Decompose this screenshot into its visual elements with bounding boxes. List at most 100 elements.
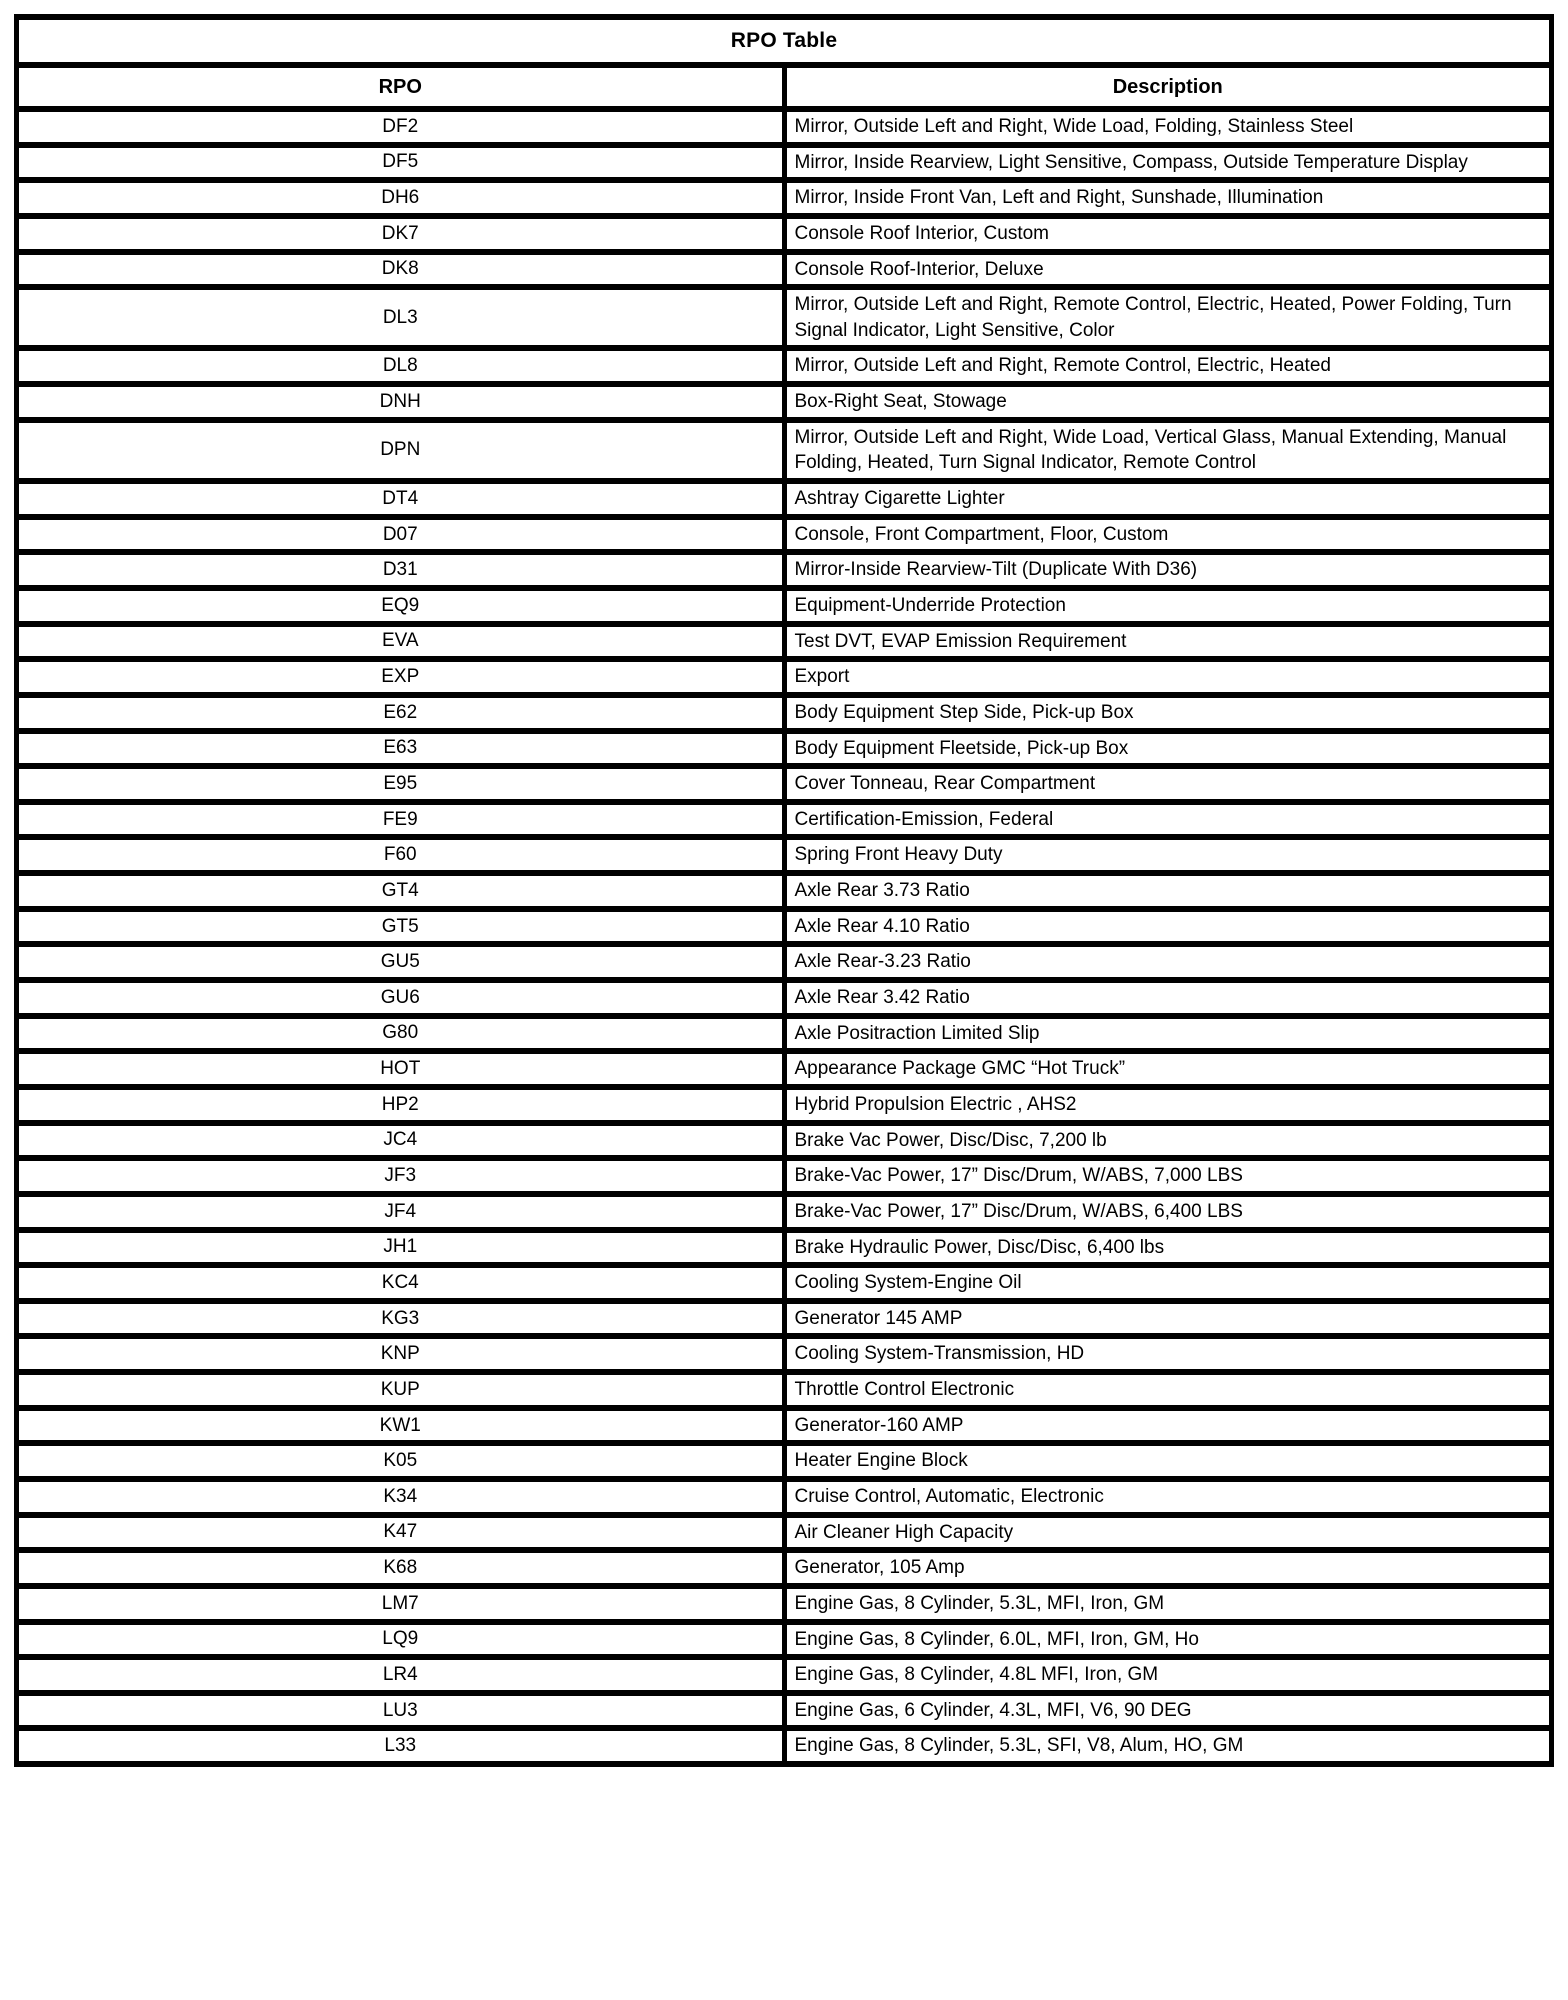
table-row: DK8 Console Roof-Interior, Deluxe [14, 248, 1554, 291]
rpo-code: LM7 [14, 1582, 787, 1625]
rpo-description: Brake-Vac Power, 17” Disc/Drum, W/ABS, 6… [781, 1190, 1554, 1233]
rpo-description: Cooling System-Engine Oil [781, 1262, 1554, 1304]
rpo-code: DK8 [14, 248, 787, 291]
table-header-row: RPO Description [14, 62, 1554, 112]
rpo-description: Engine Gas, 8 Cylinder, 5.3L, SFI, V8, A… [781, 1725, 1554, 1768]
rpo-description: Brake Hydraulic Power, Disc/Disc, 6,400 … [781, 1226, 1554, 1269]
rpo-code: DF5 [14, 141, 787, 184]
table-row: DL8 Mirror, Outside Left and Right, Remo… [14, 345, 1554, 388]
rpo-code: DL3 [14, 284, 787, 352]
rpo-code: JC4 [14, 1119, 787, 1162]
rpo-code: JH1 [14, 1226, 787, 1269]
rpo-description: Body Equipment Fleetside, Pick-up Box [781, 727, 1554, 770]
rpo-code: F60 [14, 834, 787, 877]
table-row: FE9 Certification-Emission, Federal [14, 798, 1554, 841]
rpo-code: EQ9 [14, 584, 787, 627]
table-row: KG3 Generator 145 AMP [14, 1297, 1554, 1340]
table-title-row: RPO Table [14, 14, 1554, 68]
rpo-description: Mirror, Outside Left and Right, Wide Loa… [781, 416, 1554, 485]
table-row: DT4 Ashtray Cigarette Lighter [14, 478, 1554, 520]
table-row: E95 Cover Tonneau, Rear Compartment [14, 763, 1554, 805]
rpo-code: EXP [14, 656, 787, 698]
rpo-code: KUP [14, 1369, 787, 1411]
rpo-description: Body Equipment Step Side, Pick-up Box [781, 691, 1554, 734]
rpo-description: Mirror, Outside Left and Right, Remote C… [781, 284, 1554, 352]
rpo-code: HOT [14, 1048, 787, 1090]
rpo-description: Appearance Package GMC “Hot Truck” [781, 1048, 1554, 1090]
rpo-description: Test DVT, EVAP Emission Requirement [781, 620, 1554, 663]
table-row: DF2 Mirror, Outside Left and Right, Wide… [14, 106, 1554, 148]
table-row: JF4 Brake-Vac Power, 17” Disc/Drum, W/AB… [14, 1190, 1554, 1233]
rpo-code: E95 [14, 763, 787, 805]
rpo-code: DH6 [14, 177, 787, 219]
table-row: F60 Spring Front Heavy Duty [14, 834, 1554, 877]
rpo-description: Mirror, Outside Left and Right, Wide Loa… [781, 106, 1554, 148]
table-row: LM7 Engine Gas, 8 Cylinder, 5.3L, MFI, I… [14, 1582, 1554, 1625]
rpo-description: Axle Positraction Limited Slip [781, 1012, 1554, 1055]
table-row: DK7 Console Roof Interior, Custom [14, 212, 1554, 255]
rpo-description: Console Roof-Interior, Deluxe [781, 248, 1554, 291]
table-row: LQ9 Engine Gas, 8 Cylinder, 6.0L, MFI, I… [14, 1618, 1554, 1661]
rpo-code: D31 [14, 549, 787, 591]
rpo-description: Box-Right Seat, Stowage [781, 381, 1554, 423]
table-row: L33 Engine Gas, 8 Cylinder, 5.3L, SFI, V… [14, 1725, 1554, 1768]
rpo-code: GT4 [14, 870, 787, 912]
rpo-description: Throttle Control Electronic [781, 1369, 1554, 1411]
column-header-description: Description [781, 62, 1554, 112]
rpo-description: Axle Rear 4.10 Ratio [781, 905, 1554, 948]
rpo-description: Cruise Control, Automatic, Electronic [781, 1476, 1554, 1518]
table-row: GU5 Axle Rear-3.23 Ratio [14, 941, 1554, 983]
rpo-table: RPO Table RPO Description DF2 Mirror, Ou… [14, 14, 1554, 1768]
rpo-code: DK7 [14, 212, 787, 255]
rpo-code: DT4 [14, 478, 787, 520]
rpo-code: K47 [14, 1511, 787, 1554]
table-row: DH6 Mirror, Inside Front Van, Left and R… [14, 177, 1554, 219]
table-row: D31 Mirror-Inside Rearview-Tilt (Duplica… [14, 549, 1554, 591]
table-row: LU3 Engine Gas, 6 Cylinder, 4.3L, MFI, V… [14, 1689, 1554, 1732]
rpo-code: DPN [14, 416, 787, 485]
rpo-code: LR4 [14, 1654, 787, 1696]
rpo-description: Cooling System-Transmission, HD [781, 1333, 1554, 1376]
column-header-rpo: RPO [14, 62, 787, 112]
rpo-code: GU6 [14, 977, 787, 1019]
rpo-description: Generator-160 AMP [781, 1404, 1554, 1447]
rpo-description: Brake-Vac Power, 17” Disc/Drum, W/ABS, 7… [781, 1155, 1554, 1197]
rpo-description: Engine Gas, 8 Cylinder, 5.3L, MFI, Iron,… [781, 1582, 1554, 1625]
rpo-code: DF2 [14, 106, 787, 148]
table-row: EVA Test DVT, EVAP Emission Requirement [14, 620, 1554, 663]
rpo-description: Cover Tonneau, Rear Compartment [781, 763, 1554, 805]
rpo-code: GU5 [14, 941, 787, 983]
table-row: D07 Console, Front Compartment, Floor, C… [14, 513, 1554, 556]
rpo-code: DL8 [14, 345, 787, 388]
rpo-description: Mirror, Outside Left and Right, Remote C… [781, 345, 1554, 388]
table-row: DPN Mirror, Outside Left and Right, Wide… [14, 416, 1554, 485]
table-row: KC4 Cooling System-Engine Oil [14, 1262, 1554, 1304]
rpo-code: K34 [14, 1476, 787, 1518]
rpo-description: Console Roof Interior, Custom [781, 212, 1554, 255]
table-row: JC4 Brake Vac Power, Disc/Disc, 7,200 lb [14, 1119, 1554, 1162]
table-row: E62 Body Equipment Step Side, Pick-up Bo… [14, 691, 1554, 734]
rpo-code: LU3 [14, 1689, 787, 1732]
table-row: EQ9 Equipment-Underride Protection [14, 584, 1554, 627]
table-row: EXP Export [14, 656, 1554, 698]
table-row: HOT Appearance Package GMC “Hot Truck” [14, 1048, 1554, 1090]
rpo-description: Axle Rear-3.23 Ratio [781, 941, 1554, 983]
rpo-code: K68 [14, 1547, 787, 1589]
rpo-description: Certification-Emission, Federal [781, 798, 1554, 841]
table-row: DNH Box-Right Seat, Stowage [14, 381, 1554, 423]
rpo-code: FE9 [14, 798, 787, 841]
rpo-description: Ashtray Cigarette Lighter [781, 478, 1554, 520]
rpo-code: KNP [14, 1333, 787, 1376]
rpo-code: JF3 [14, 1155, 787, 1197]
rpo-description: Engine Gas, 8 Cylinder, 6.0L, MFI, Iron,… [781, 1618, 1554, 1661]
rpo-code: G80 [14, 1012, 787, 1055]
rpo-code: K05 [14, 1440, 787, 1482]
rpo-description: Hybrid Propulsion Electric , AHS2 [781, 1083, 1554, 1126]
table-row: KNP Cooling System-Transmission, HD [14, 1333, 1554, 1376]
table-row: E63 Body Equipment Fleetside, Pick-up Bo… [14, 727, 1554, 770]
rpo-code: L33 [14, 1725, 787, 1768]
rpo-code: KG3 [14, 1297, 787, 1340]
rpo-description: Spring Front Heavy Duty [781, 834, 1554, 877]
rpo-code: EVA [14, 620, 787, 663]
rpo-description: Generator 145 AMP [781, 1297, 1554, 1340]
